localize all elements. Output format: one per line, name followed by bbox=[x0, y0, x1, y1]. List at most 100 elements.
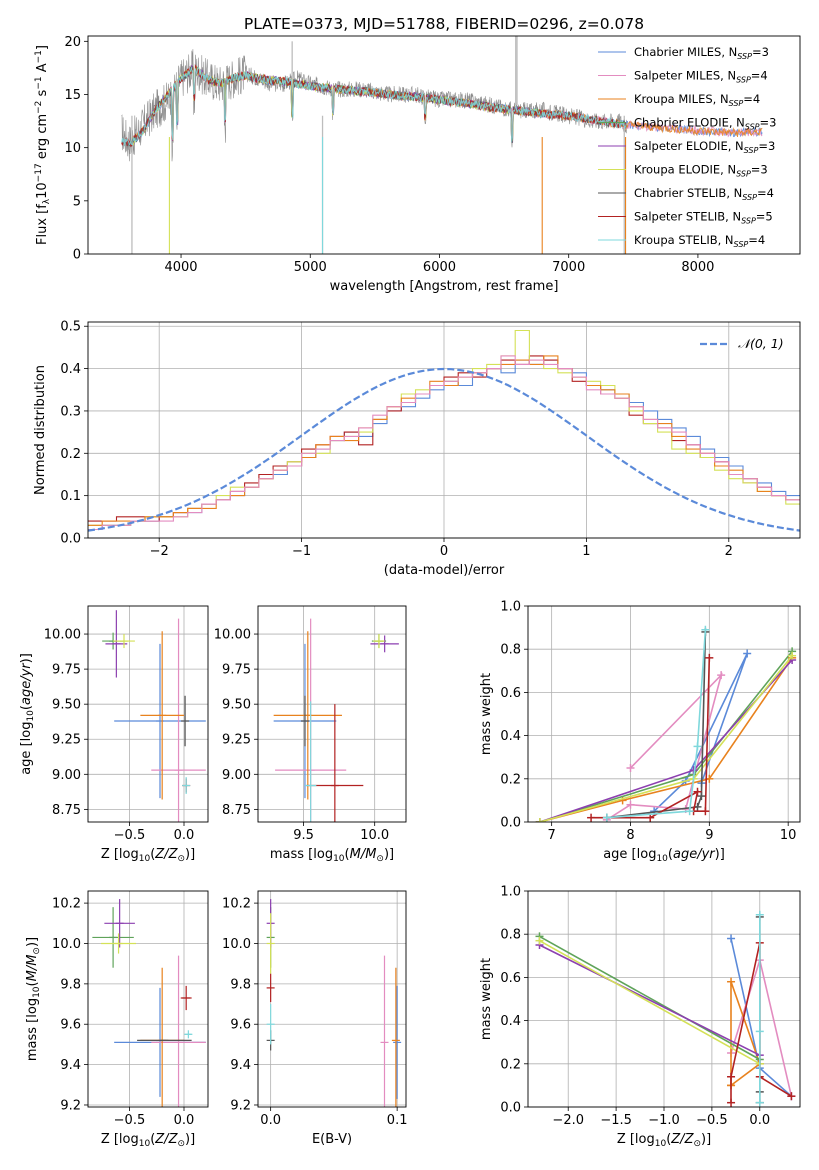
panel-7: 0.0 0.1 9.2 9.4 9.6 9.8 10.0 10.2 E(B-V) bbox=[222, 890, 408, 1147]
y-tick-label: 10 bbox=[64, 141, 81, 156]
x-tick-label: 5000 bbox=[294, 260, 327, 275]
x-tick-label: 4000 bbox=[164, 260, 197, 275]
x-tick-label: 9 bbox=[705, 828, 713, 843]
y-tick-label: 0.0 bbox=[500, 816, 521, 831]
data-spectrum bbox=[121, 49, 627, 162]
x-tick-label: 10 bbox=[780, 828, 797, 843]
y-tick-label: 9.2 bbox=[230, 1098, 251, 1113]
axes-frame bbox=[87, 890, 209, 1108]
y-tick-label: 9.50 bbox=[222, 698, 251, 713]
mass-weight-line bbox=[539, 650, 793, 822]
y-tick-label: 9.2 bbox=[60, 1098, 81, 1113]
x-tick-label: 9.5 bbox=[293, 828, 314, 843]
legend-label: Kroupa ELODIE, NSSP=3 bbox=[634, 163, 768, 179]
y-tick-label: 9.00 bbox=[222, 768, 251, 783]
y-tick-label: 0.6 bbox=[500, 686, 521, 701]
y-tick-label: 10.0 bbox=[52, 937, 81, 952]
panel-8: −2.0 −1.5 −1.0 −0.5 0.0 0.0 0.2 0.4 0.6 0.8 1.0 mas… bbox=[479, 885, 801, 1149]
x-tick-label: 10.0 bbox=[360, 828, 389, 843]
x-tick-label: 6000 bbox=[423, 260, 456, 275]
y-tick-label: 5 bbox=[73, 194, 81, 209]
y-tick-label: 9.75 bbox=[222, 663, 251, 678]
x-axis-label: (data-model)/error bbox=[384, 563, 505, 578]
axes-frame bbox=[87, 321, 801, 539]
y-tick-label: 0.2 bbox=[500, 772, 521, 787]
legend-label: Chabrier ELODIE, NSSP=3 bbox=[634, 116, 776, 132]
plot-area bbox=[121, 36, 763, 254]
y-tick-label: 9.25 bbox=[52, 733, 81, 748]
panel-6: −0.5 0.0 9.2 9.4 9.6 9.8 10.0 10.2 Z [log10(Z/Z⊙… bbox=[25, 890, 209, 1149]
x-tick-label: 1 bbox=[582, 544, 590, 559]
mass-weight-line bbox=[653, 653, 748, 812]
mass-weight-line bbox=[539, 940, 761, 1065]
axes-frame bbox=[527, 890, 801, 1108]
plot-area bbox=[535, 910, 796, 1107]
panel-3: −0.5 0.0 8.75 9.00 9.25 9.50 9.75 10.00 Z [log10… bbox=[19, 605, 209, 864]
y-tick-label: 8.75 bbox=[52, 803, 81, 818]
axes-frame bbox=[257, 605, 407, 823]
y-tick-label: 0.1 bbox=[60, 489, 81, 504]
x-tick-label: 7000 bbox=[552, 260, 585, 275]
y-tick-label: 0.4 bbox=[500, 729, 521, 744]
mass-weight-line bbox=[539, 657, 793, 822]
y-tick-label: 10.00 bbox=[214, 628, 251, 643]
mass-weight-line bbox=[539, 935, 761, 1061]
y-tick-label: 9.6 bbox=[230, 1018, 251, 1033]
x-axis-label: E(B-V) bbox=[312, 1132, 352, 1147]
x-tick-label: −0.5 bbox=[114, 828, 146, 843]
mass-weight-line bbox=[539, 659, 793, 822]
x-axis-label: Z [log10(Z/Z⊙)] bbox=[101, 847, 195, 864]
legend-label: Kroupa STELIB, NSSP=4 bbox=[634, 233, 765, 249]
x-tick-label: −1.0 bbox=[648, 1113, 680, 1128]
x-tick-label: −0.5 bbox=[114, 1113, 146, 1128]
y-tick-label: 15 bbox=[64, 88, 81, 103]
legend-label: Salpeter ELODIE, NSSP=3 bbox=[634, 139, 775, 155]
axes-frame bbox=[527, 605, 801, 823]
legend-label: Chabrier STELIB, NSSP=4 bbox=[634, 186, 774, 202]
y-tick-label: 0.5 bbox=[60, 320, 81, 335]
legend-label: Chabrier MILES, NSSP=3 bbox=[634, 45, 769, 61]
panel-2: −2 −1 0 1 2 0.0 0.1 0.2 0.3 0.4 0.5 (data-model)/er… bbox=[33, 320, 801, 578]
mass-weight-line bbox=[606, 631, 707, 819]
x-tick-label: 0.0 bbox=[260, 1113, 281, 1128]
y-axis-label: age [log10(age/yr)] bbox=[19, 653, 36, 775]
x-tick-label: 0.1 bbox=[387, 1113, 408, 1128]
x-tick-label: 7 bbox=[548, 828, 556, 843]
x-tick-label: 0.0 bbox=[174, 1113, 195, 1128]
x-tick-label: −0.5 bbox=[696, 1113, 728, 1128]
mass-weight-line bbox=[606, 629, 707, 819]
x-tick-label: 8 bbox=[626, 828, 634, 843]
y-tick-label: 0.2 bbox=[60, 447, 81, 462]
mass-weight-line bbox=[730, 981, 761, 1087]
y-tick-label: 9.25 bbox=[222, 733, 251, 748]
y-axis-label: mass [log10(M/M⊙)] bbox=[25, 937, 42, 1061]
panel-1: 4000 5000 6000 7000 8000 0 5 10 15 20 wavelength [… bbox=[34, 35, 801, 294]
legend-label: Kroupa MILES, NSSP=4 bbox=[634, 92, 760, 108]
panel-5: 7 8 9 10 0.0 0.2 0.4 0.6 0.8 1.0 mass weight age [l… bbox=[479, 600, 801, 864]
axes-frame bbox=[87, 605, 209, 823]
y-tick-label: 0.8 bbox=[500, 643, 521, 658]
axes-frame bbox=[87, 35, 801, 255]
plot-area bbox=[266, 899, 402, 1107]
x-tick-label: −1 bbox=[292, 544, 311, 559]
x-tick-label: −1.5 bbox=[600, 1113, 632, 1128]
y-tick-label: 0.2 bbox=[500, 1057, 521, 1072]
x-axis-label: mass [log10(M/M⊙)] bbox=[270, 847, 394, 864]
plot-area bbox=[92, 899, 206, 1107]
mass-weight-line bbox=[539, 655, 793, 822]
x-tick-label: 8000 bbox=[681, 260, 714, 275]
y-tick-label: 1.0 bbox=[500, 600, 521, 615]
x-tick-label: 2 bbox=[725, 544, 733, 559]
x-tick-label: −2 bbox=[150, 544, 169, 559]
x-axis-label: wavelength [Angstrom, rest frame] bbox=[330, 279, 559, 294]
model-spectrum bbox=[121, 67, 627, 147]
plot-area bbox=[102, 610, 206, 822]
y-tick-label: 0.3 bbox=[60, 404, 81, 419]
legend-label: Salpeter STELIB, NSSP=5 bbox=[634, 210, 773, 226]
y-tick-label: 9.8 bbox=[60, 977, 81, 992]
y-tick-label: 20 bbox=[64, 35, 81, 50]
plot-area bbox=[273, 618, 399, 822]
y-axis-label: Normed distribution bbox=[33, 365, 48, 495]
y-tick-label: 0.0 bbox=[60, 532, 81, 547]
